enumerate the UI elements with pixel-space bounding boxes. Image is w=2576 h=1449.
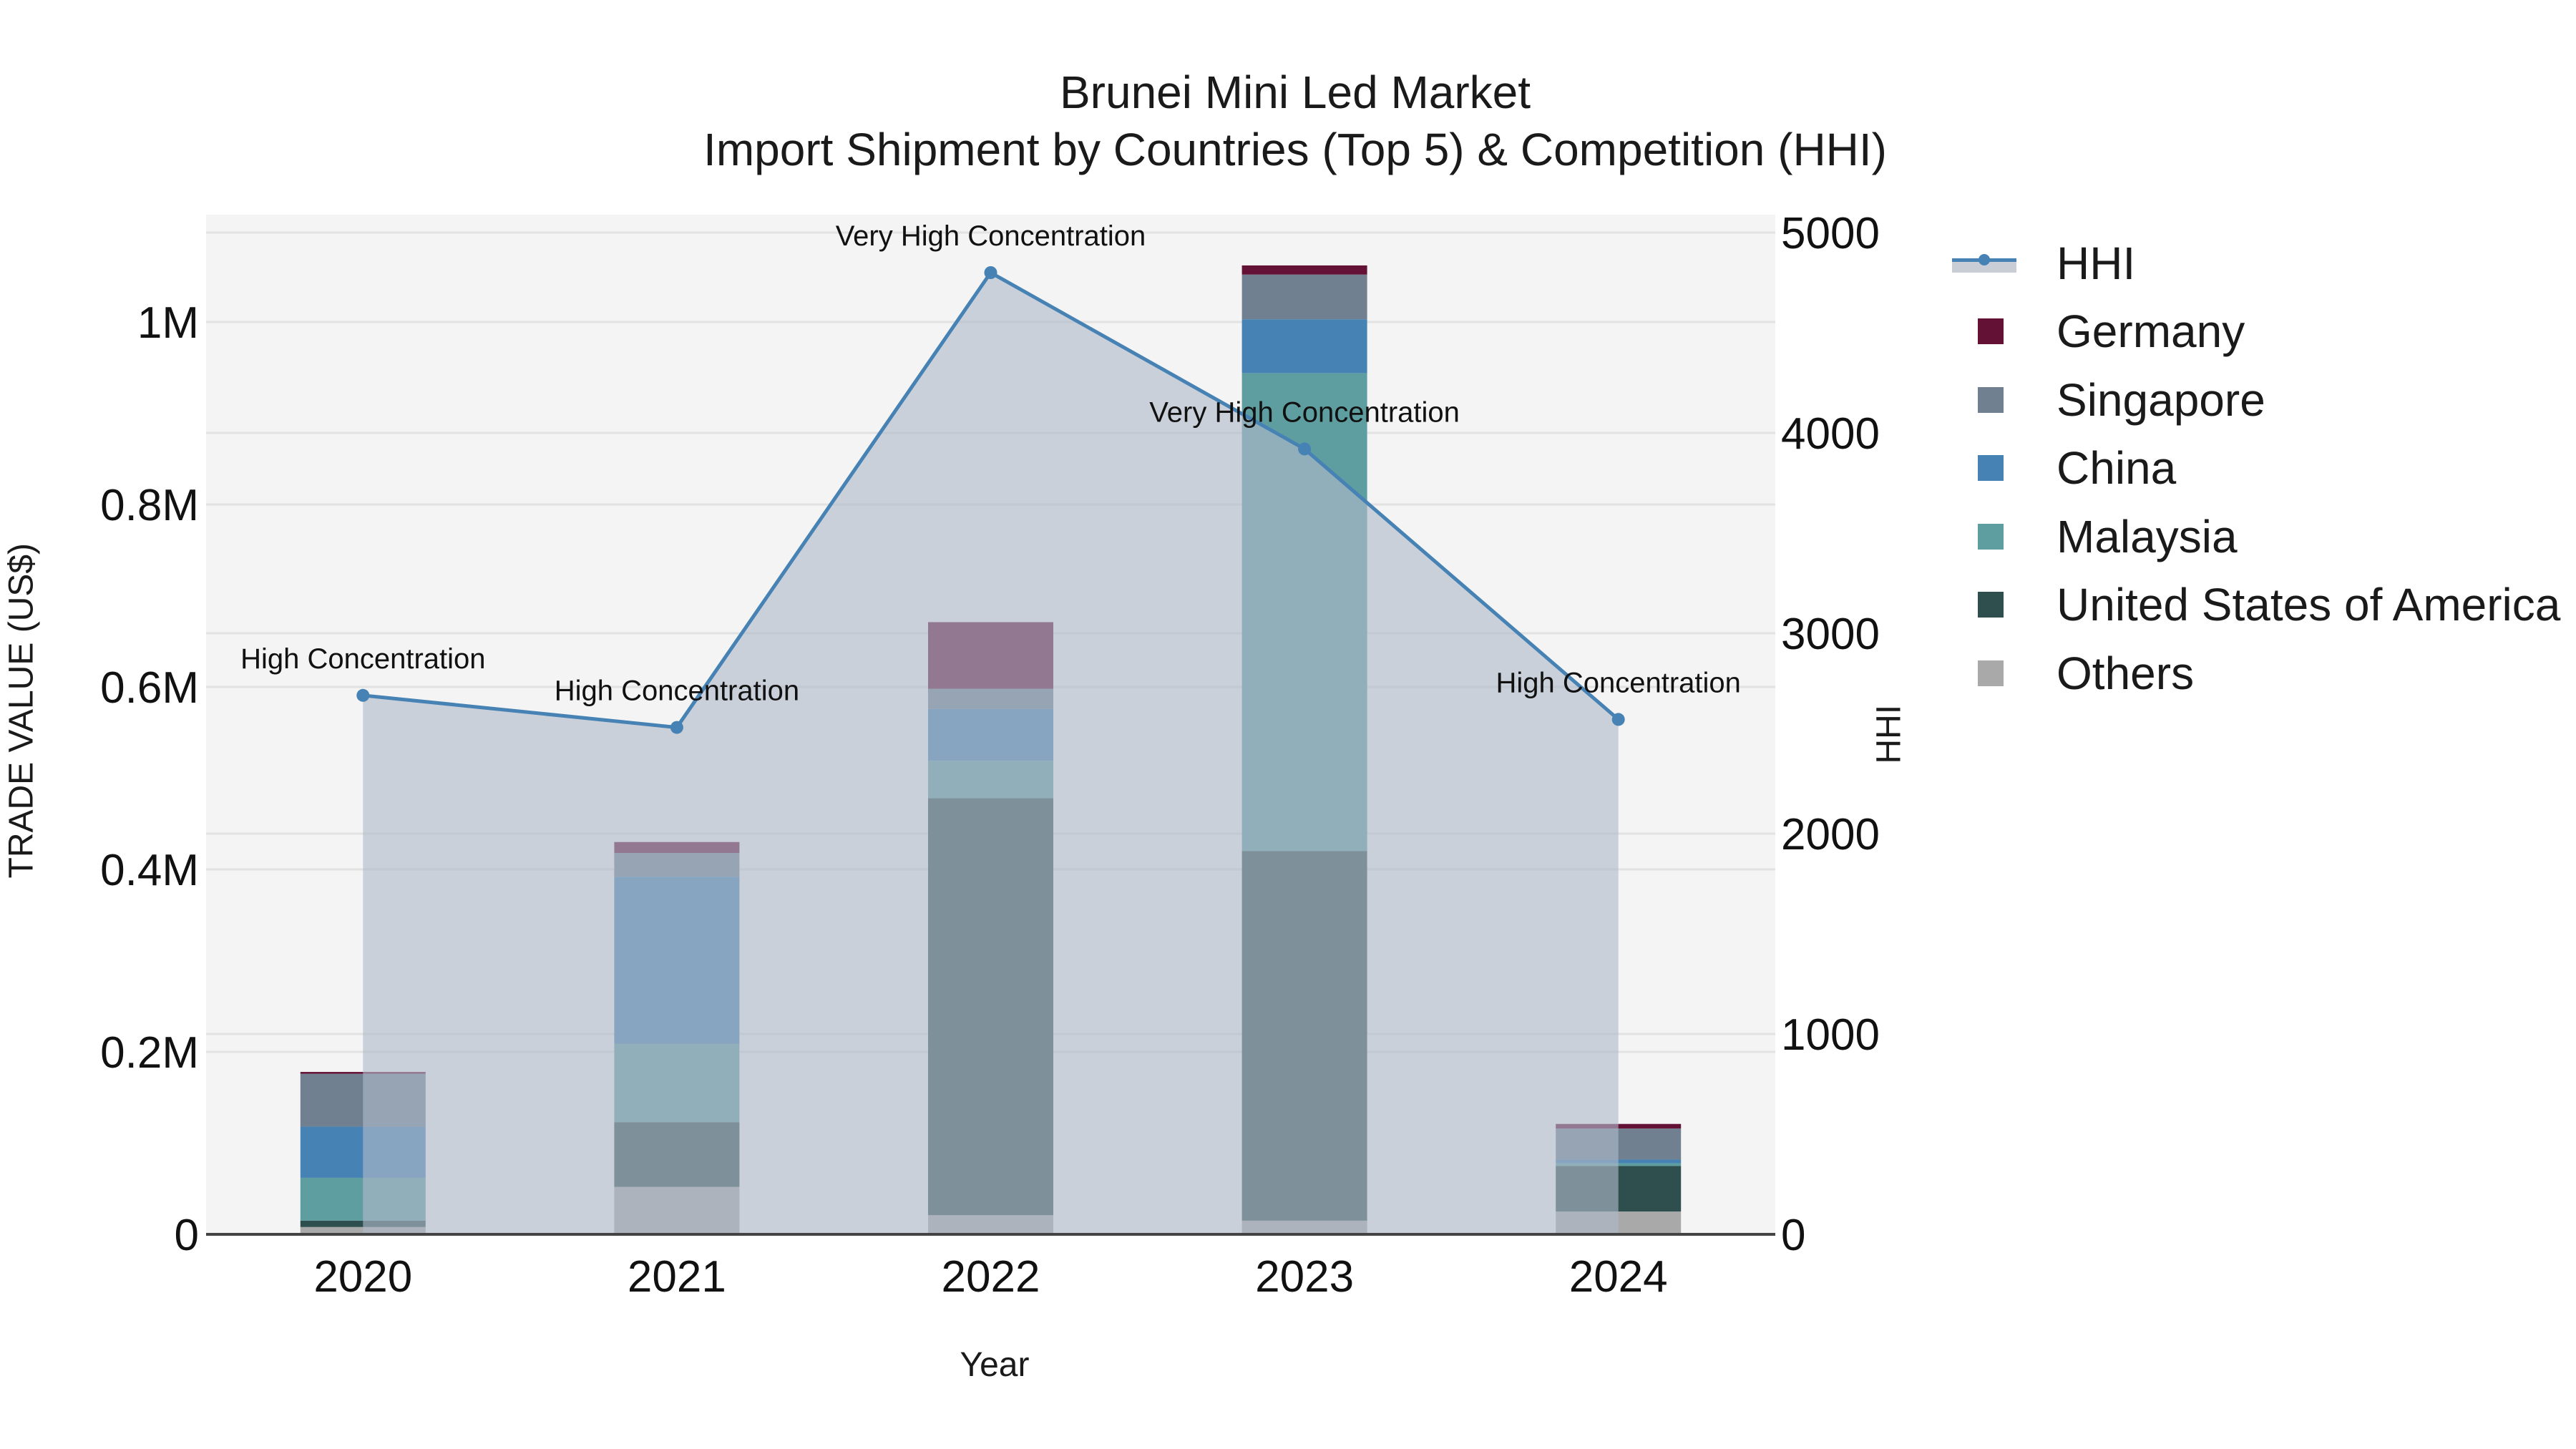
square-swatch-icon bbox=[1978, 592, 2004, 618]
legend-item-others[interactable]: Others bbox=[1946, 639, 2560, 708]
y-left-tick-label: 0.8M bbox=[100, 481, 199, 530]
legend-item-china[interactable]: China bbox=[1946, 434, 2560, 503]
y-left-tick-label: 0 bbox=[175, 1211, 199, 1260]
hhi-area bbox=[363, 273, 1619, 1234]
hhi-annotation: High Concentration bbox=[555, 675, 799, 707]
y-right-tick-label: 1000 bbox=[1781, 1010, 1880, 1060]
hhi-annotation: Very High Concentration bbox=[836, 220, 1146, 252]
x-axis-title: Year bbox=[960, 1346, 1030, 1384]
y-left-tick-label: 0.4M bbox=[100, 846, 199, 895]
line-marker-icon bbox=[1952, 253, 2016, 273]
y-right-tick-label: 0 bbox=[1781, 1211, 1805, 1260]
y-left-tick-label: 0.6M bbox=[100, 663, 199, 713]
legend: HHI Germany Singapore China Malaysia Uni… bbox=[1946, 229, 2560, 708]
chart-title: Brunei Mini Led Market bbox=[1059, 67, 1531, 118]
y-axis-left-title: TRADE VALUE (US$) bbox=[2, 542, 41, 879]
x-tick-label: 2022 bbox=[942, 1252, 1040, 1302]
legend-item-hhi[interactable]: HHI bbox=[1946, 229, 2560, 298]
hhi-annotation: Very High Concentration bbox=[1149, 396, 1460, 428]
legend-label: United States of America bbox=[2057, 579, 2561, 631]
legend-label: HHI bbox=[2057, 237, 2136, 289]
y-right-tick-label: 2000 bbox=[1781, 810, 1880, 859]
legend-label: Singapore bbox=[2057, 374, 2265, 426]
chart-subtitle: Import Shipment by Countries (Top 5) & C… bbox=[703, 124, 1887, 175]
bar-segment bbox=[1241, 274, 1367, 320]
hhi-point bbox=[670, 721, 683, 734]
x-tick-label: 2020 bbox=[313, 1252, 412, 1302]
legend-item-usa[interactable]: United States of America bbox=[1946, 571, 2560, 640]
square-swatch-icon bbox=[1978, 660, 2004, 686]
y-right-tick-label: 4000 bbox=[1781, 409, 1880, 459]
hhi-annotation: High Concentration bbox=[240, 643, 485, 675]
hhi-annotation: High Concentration bbox=[1496, 667, 1740, 698]
bar-segment bbox=[1241, 319, 1367, 374]
square-swatch-icon bbox=[1978, 523, 2004, 550]
x-tick-label: 2021 bbox=[628, 1252, 726, 1302]
square-swatch-icon bbox=[1978, 386, 2004, 413]
legend-label: Germany bbox=[2057, 306, 2245, 358]
bar-segment bbox=[1241, 265, 1367, 275]
hhi-point bbox=[1298, 442, 1312, 456]
legend-label: Others bbox=[2057, 647, 2195, 699]
legend-label: China bbox=[2057, 442, 2177, 494]
legend-label: Malaysia bbox=[2057, 510, 2238, 562]
legend-item-germany[interactable]: Germany bbox=[1946, 298, 2560, 366]
x-tick-label: 2024 bbox=[1569, 1252, 1668, 1302]
y-right-tick-label: 5000 bbox=[1781, 209, 1880, 258]
y-axis-right-title: HHI bbox=[1870, 704, 1908, 764]
legend-item-malaysia[interactable]: Malaysia bbox=[1946, 502, 2560, 571]
x-tick-label: 2023 bbox=[1255, 1252, 1354, 1302]
y-left-tick-label: 1M bbox=[137, 298, 199, 348]
y-left-tick-label: 0.2M bbox=[100, 1028, 199, 1078]
square-swatch-icon bbox=[1978, 455, 2004, 482]
hhi-point bbox=[356, 688, 370, 702]
hhi-point bbox=[984, 266, 997, 279]
square-swatch-icon bbox=[1978, 318, 2004, 345]
y-right-tick-label: 3000 bbox=[1781, 610, 1880, 659]
legend-item-singapore[interactable]: Singapore bbox=[1946, 366, 2560, 434]
hhi-point bbox=[1611, 713, 1625, 726]
